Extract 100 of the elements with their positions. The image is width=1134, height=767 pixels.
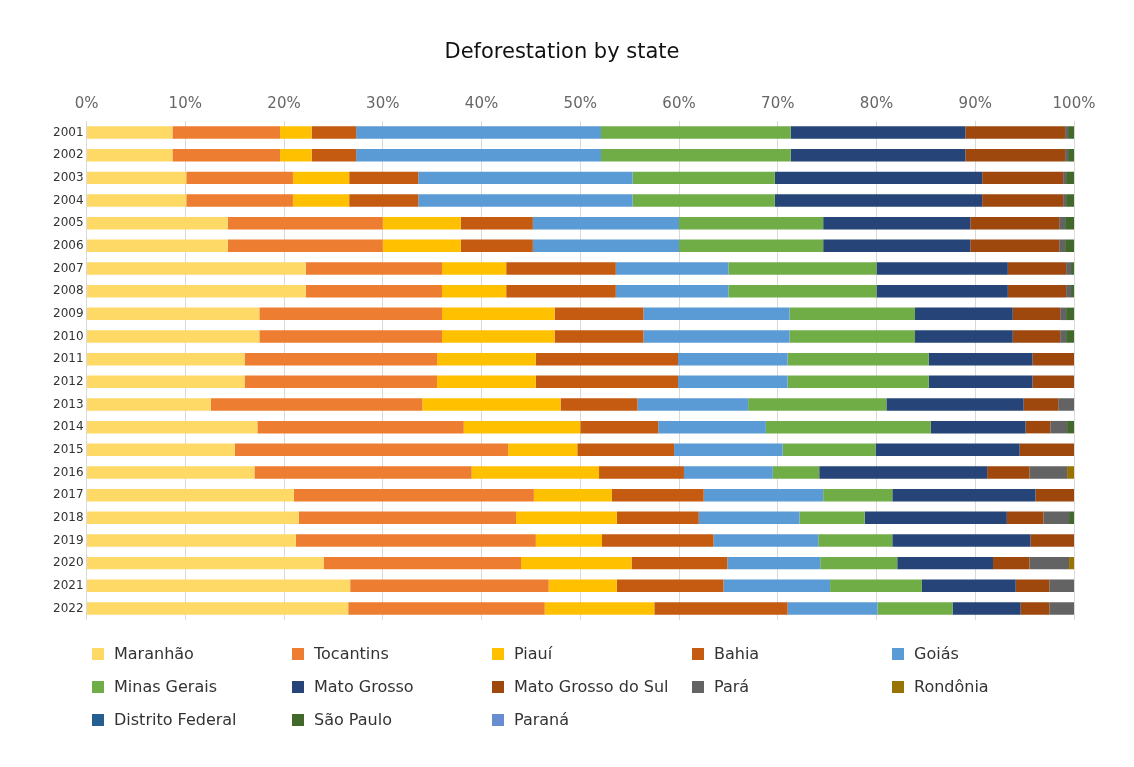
bar	[823, 488, 893, 502]
bar	[1071, 284, 1074, 298]
bar	[227, 216, 383, 230]
bar	[876, 262, 1008, 275]
x-tick-label: 20%	[267, 94, 301, 113]
bar	[782, 443, 876, 457]
bar	[789, 307, 916, 321]
bar	[787, 602, 878, 615]
bar	[982, 194, 1064, 207]
y-tick-label: 2015	[52, 441, 84, 456]
x-tick-label: 80%	[859, 94, 894, 113]
y-tick-label: 2008	[52, 283, 84, 298]
bar	[658, 420, 766, 434]
bar	[382, 239, 461, 253]
bar	[965, 126, 1066, 139]
bar	[683, 466, 773, 479]
bar	[1025, 420, 1051, 434]
bar	[1066, 307, 1074, 321]
bar	[1029, 556, 1070, 570]
bar	[876, 284, 1008, 298]
y-tick-label: 2019	[52, 532, 84, 547]
bar	[728, 284, 877, 298]
chart-title: Deforestation by state	[444, 39, 680, 64]
bar	[532, 216, 680, 230]
bar	[311, 148, 357, 162]
bar	[799, 511, 865, 525]
bar	[1029, 466, 1068, 479]
legend-label: Piauí	[514, 644, 553, 663]
bar	[615, 284, 729, 298]
bar	[442, 262, 507, 275]
bar	[460, 216, 533, 230]
bar	[87, 488, 294, 502]
legend-label: Mato Grosso do Sul	[514, 677, 669, 696]
bar	[993, 556, 1030, 570]
bar	[460, 239, 533, 253]
bar	[787, 375, 929, 389]
bar	[535, 375, 679, 389]
bar	[280, 148, 312, 162]
x-tick-label: 0%	[74, 94, 99, 113]
bar	[616, 511, 699, 525]
legend-label: Goiás	[914, 644, 959, 663]
bar	[1068, 148, 1074, 162]
bar	[580, 420, 659, 434]
bar	[356, 148, 602, 162]
y-tick-label: 2022	[52, 600, 84, 615]
y-tick-label: 2020	[52, 555, 84, 570]
bar	[678, 375, 788, 389]
bar	[1006, 511, 1044, 525]
bar	[516, 511, 617, 525]
bar	[227, 239, 383, 253]
bar	[1066, 262, 1072, 275]
bar	[292, 171, 350, 185]
bar	[506, 284, 616, 298]
y-tick-label: 2002	[52, 147, 84, 162]
bar	[727, 556, 821, 570]
bar	[210, 398, 423, 411]
bar	[818, 534, 893, 547]
bar	[787, 352, 929, 366]
y-tick-label: 2016	[52, 464, 84, 479]
bar	[678, 352, 788, 366]
bar	[280, 126, 312, 139]
bar	[615, 262, 729, 275]
bar	[1068, 126, 1074, 139]
x-tick-label: 10%	[168, 94, 202, 113]
bar	[930, 420, 1026, 434]
bar	[298, 511, 517, 525]
bar	[1059, 216, 1066, 230]
bar	[172, 126, 281, 139]
bar	[674, 443, 783, 457]
bar	[952, 602, 1021, 615]
bar	[442, 307, 555, 321]
y-tick-label: 2003	[52, 169, 84, 184]
bar	[987, 466, 1030, 479]
bar	[87, 443, 235, 457]
bar	[1065, 239, 1074, 253]
y-tick-label: 2013	[52, 396, 84, 411]
legend-label: Bahia	[714, 644, 760, 663]
bar	[87, 239, 228, 253]
bar	[1069, 511, 1074, 525]
bar	[1067, 420, 1074, 434]
y-tick-label: 2021	[52, 577, 84, 592]
bar	[87, 126, 173, 139]
bar	[1023, 398, 1059, 411]
legend-label: Tocantins	[314, 644, 389, 663]
bar	[87, 398, 211, 411]
bar	[632, 194, 775, 207]
bar	[87, 284, 306, 298]
bar	[1050, 420, 1068, 434]
bar	[234, 443, 509, 457]
bar	[723, 579, 831, 593]
bar	[87, 420, 258, 434]
bar	[915, 330, 1013, 343]
bar	[1012, 307, 1061, 321]
bar	[1007, 284, 1067, 298]
bar	[915, 307, 1013, 321]
bar	[554, 330, 644, 343]
bar	[601, 534, 714, 547]
bar	[418, 171, 633, 185]
y-tick-label: 2005	[52, 215, 84, 230]
bar	[87, 262, 306, 275]
